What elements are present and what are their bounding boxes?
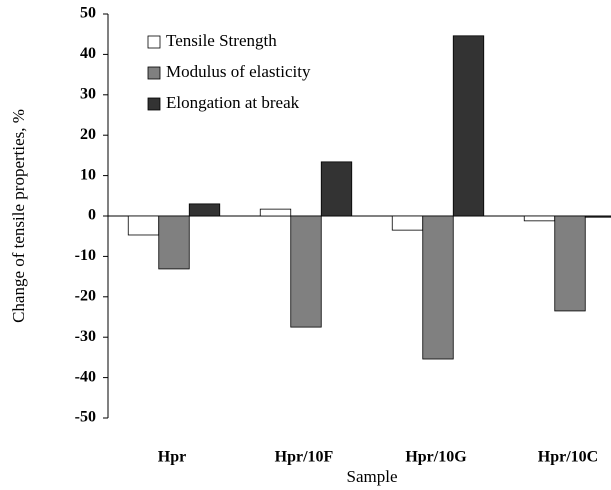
y-axis-label: Change of tensile properties, % [9,109,28,323]
y-tick-label: 40 [80,45,96,62]
bar [127,215,160,236]
y-tick-label: 20 [80,126,96,143]
y-tick-label: -50 [75,409,96,426]
y-tick-label: 0 [88,207,96,224]
x-tick-label: Hpr/10F [275,449,334,466]
y-tick-label: 10 [80,166,96,183]
y-tick-label: -10 [75,247,96,264]
legend-swatch [147,35,161,49]
x-axis-label: Sample [347,467,398,486]
bar [422,215,454,360]
bar [391,215,424,231]
bar [188,203,221,217]
y-tick-label: -20 [75,287,96,304]
y-tick-label: -30 [75,328,96,345]
x-tick-label: Hpr [158,449,186,466]
bar [554,215,586,312]
legend-label: Tensile Strength [166,31,277,50]
legend-label: Modulus of elasticity [166,62,311,81]
legend-swatch [147,66,161,80]
y-tick-label: 50 [80,5,96,22]
x-tick-label: Hpr/10G [405,449,467,466]
bar [259,208,292,217]
bar [158,215,190,270]
legend-label: Elongation at break [166,93,300,112]
y-tick-label: -40 [75,368,96,385]
bar [320,161,353,217]
y-tick-label: 30 [80,85,96,102]
bar [290,215,322,328]
bar [523,215,556,222]
bar [452,35,485,217]
x-tick-label: Hpr/10C [538,449,598,466]
bar [584,215,611,218]
legend-swatch [147,97,161,111]
